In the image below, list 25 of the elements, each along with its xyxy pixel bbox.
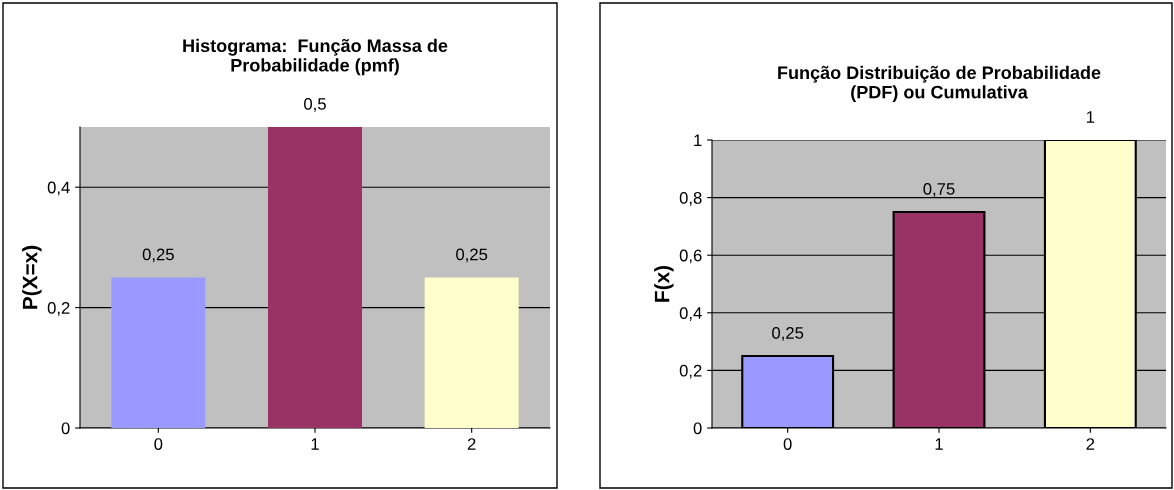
y-tick-label: 0,8 — [679, 192, 702, 206]
chart-title: Histograma: Função Massa de Probabilidade (pmf) — [183, 38, 448, 76]
chart-title: Função Distribuição de Probabilidade (PDF) ou Cumulativa — [778, 65, 1101, 103]
data-label: 0,25 — [456, 248, 488, 263]
x-tick-label: 1 — [311, 438, 319, 450]
data-label: 0,25 — [142, 248, 174, 263]
x-tick-label: 1 — [935, 438, 943, 450]
data-label: 0,75 — [923, 183, 955, 197]
data-label: 0,5 — [304, 98, 326, 112]
data-label: 1 — [1086, 111, 1095, 123]
y-axis-title: P(X=x) — [22, 245, 42, 309]
x-tick-label: 2 — [467, 438, 476, 450]
y-tick-label: 0,2 — [679, 364, 702, 379]
y-tick-label: 0 — [693, 422, 702, 435]
y-tick-label: 0,4 — [679, 307, 702, 321]
y-tick-label: 0,6 — [679, 249, 702, 264]
y-tick-label: 0,2 — [47, 302, 70, 316]
y-tick-label: 0 — [61, 422, 70, 435]
x-tick-label: 2 — [1086, 438, 1095, 450]
y-tick-label: 0,4 — [47, 181, 70, 196]
x-tick-label: 0 — [154, 438, 163, 450]
y-tick-label: 1 — [694, 134, 702, 147]
data-label: 0,25 — [772, 327, 804, 341]
x-tick-label: 0 — [783, 438, 792, 450]
y-axis-title: F(x) — [654, 265, 674, 302]
